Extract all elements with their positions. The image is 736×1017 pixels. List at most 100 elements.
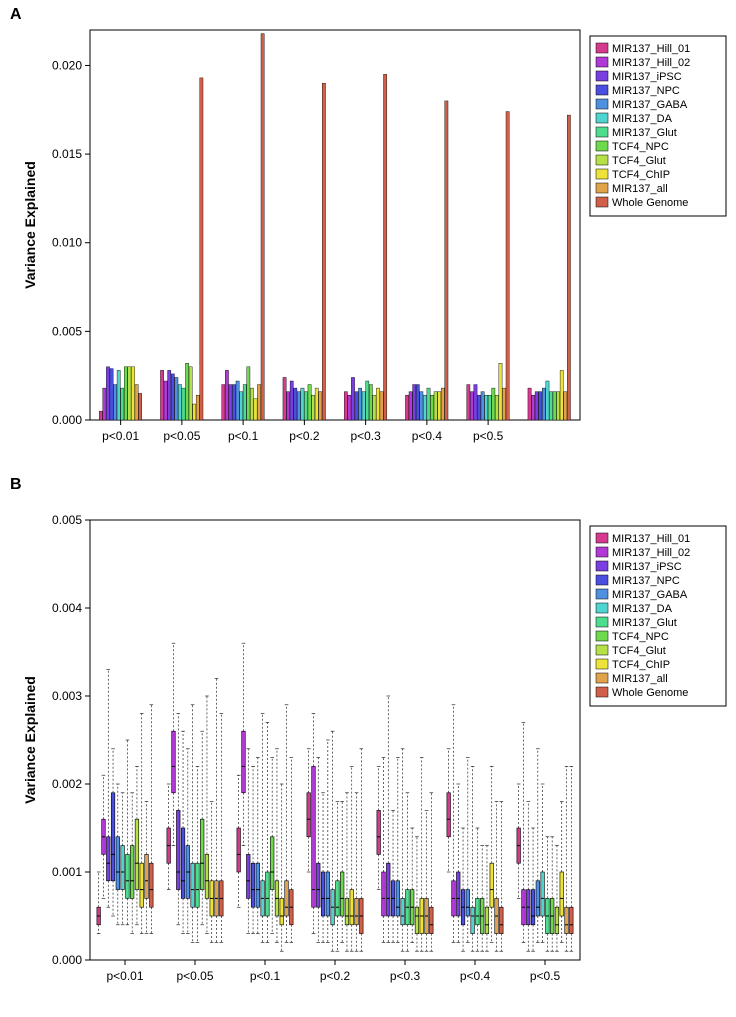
x-tick-label: p<0.4 <box>412 429 443 443</box>
bar <box>138 393 141 420</box>
legend-label: MIR137_NPC <box>612 575 680 587</box>
box <box>386 863 390 916</box>
bar <box>474 385 477 420</box>
bar <box>185 363 188 420</box>
legend-swatch <box>596 85 608 95</box>
bar <box>470 392 473 420</box>
box <box>396 881 400 916</box>
bar <box>319 392 322 420</box>
legend-swatch <box>596 113 608 123</box>
y-tick-label: 0.005 <box>52 513 82 527</box>
bar <box>434 392 437 420</box>
bar <box>117 370 120 420</box>
bar <box>222 385 225 420</box>
y-axis-title: Variance Explained <box>22 161 38 289</box>
bar <box>257 385 260 420</box>
bar <box>103 388 106 420</box>
box <box>176 810 180 889</box>
box <box>145 854 149 898</box>
bar <box>290 381 293 420</box>
box <box>531 890 535 925</box>
bar <box>348 395 351 420</box>
box <box>401 898 405 924</box>
bar <box>229 385 232 420</box>
box <box>382 872 386 916</box>
panel-b: B 0.0000.0010.0020.0030.0040.005Variance… <box>0 470 736 1017</box>
bar <box>488 395 491 420</box>
bar <box>344 392 347 420</box>
bar <box>106 367 109 420</box>
bar <box>196 395 199 420</box>
legend-label: TCF4_NPC <box>612 141 669 153</box>
legend-label: MIR137_Hill_02 <box>612 57 690 69</box>
legend-label: MIR137_GABA <box>612 99 688 111</box>
box <box>196 863 200 907</box>
x-tick-label: p<0.01 <box>106 969 143 983</box>
box <box>256 863 260 907</box>
bar <box>294 388 297 420</box>
box <box>106 837 110 881</box>
box <box>536 881 540 916</box>
y-tick-label: 0.005 <box>52 324 82 338</box>
bar <box>383 74 386 420</box>
box <box>130 846 134 899</box>
legend-label: MIR137_Hill_01 <box>612 533 690 545</box>
bar <box>369 385 372 420</box>
bar <box>308 385 311 420</box>
legend-label: MIR137_DA <box>612 603 673 615</box>
box <box>326 872 330 916</box>
box <box>355 898 359 924</box>
bar <box>557 392 560 420</box>
bar <box>438 392 441 420</box>
y-tick-label: 0.015 <box>52 147 82 161</box>
bar <box>243 385 246 420</box>
box <box>140 863 144 907</box>
box <box>270 837 274 890</box>
legend-swatch <box>596 589 608 599</box>
box <box>135 819 139 889</box>
bar <box>261 34 264 420</box>
legend-swatch <box>596 155 608 165</box>
bar <box>528 388 531 420</box>
bar <box>495 395 498 420</box>
bar <box>502 388 505 420</box>
bar <box>168 370 171 420</box>
legend-label: Whole Genome <box>612 687 688 699</box>
legend-swatch <box>596 575 608 585</box>
bar <box>380 392 383 420</box>
box <box>340 872 344 916</box>
bar <box>430 395 433 420</box>
bar <box>373 395 376 420</box>
x-tick-label: p<0.2 <box>320 969 351 983</box>
bar <box>492 388 495 420</box>
bar <box>113 385 116 420</box>
bar <box>182 388 185 420</box>
panel-b-label: B <box>10 476 22 494</box>
bar <box>413 385 416 420</box>
panel-a-label: A <box>10 6 22 24</box>
box <box>565 907 569 933</box>
bar <box>477 395 480 420</box>
bar <box>499 363 502 420</box>
box <box>490 863 494 907</box>
legend-label: MIR137_GABA <box>612 589 688 601</box>
bar <box>322 83 325 420</box>
x-tick-label: p<0.5 <box>530 969 561 983</box>
y-tick-label: 0.020 <box>52 58 82 72</box>
y-axis-title: Variance Explained <box>22 676 38 804</box>
bar <box>351 377 354 420</box>
bar <box>236 381 239 420</box>
panel-a-svg: 0.0000.0050.0100.0150.020Variance Explai… <box>0 0 736 470</box>
x-tick-label: p<0.1 <box>228 429 259 443</box>
box <box>121 846 125 890</box>
legend-swatch <box>596 631 608 641</box>
legend-swatch <box>596 603 608 613</box>
box <box>191 863 195 907</box>
bar <box>366 381 369 420</box>
bar <box>560 370 563 420</box>
bar <box>427 388 430 420</box>
x-tick-label: p<0.01 <box>102 429 139 443</box>
bar <box>178 385 181 420</box>
legend-swatch <box>596 169 608 179</box>
box <box>415 907 419 933</box>
